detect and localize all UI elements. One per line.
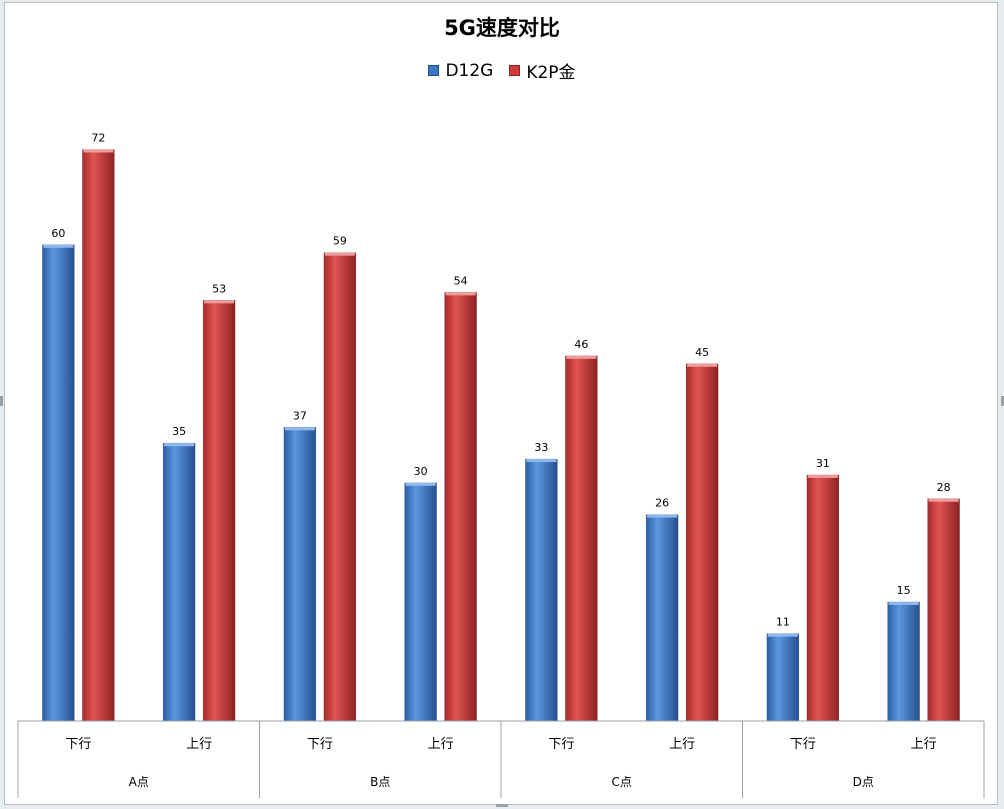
data-label-k2p-6: 31	[816, 457, 830, 470]
bar-k2p-5	[685, 363, 719, 722]
tick-label-group-2: C点	[612, 775, 632, 789]
tick-label-sub-1: 上行	[186, 737, 212, 752]
bar-d12g-1	[162, 442, 196, 722]
bar-k2p-0	[82, 149, 115, 722]
data-label-d12g-6: 11	[776, 616, 790, 629]
left-resize-handle[interactable]	[0, 396, 3, 406]
legend: D12G K2P金	[0, 58, 1004, 83]
bar-top-d12g-7	[888, 601, 919, 605]
bar-top-k2p-1	[204, 300, 235, 304]
bar-top-k2p-0	[83, 149, 114, 153]
bar-top-k2p-7	[928, 498, 959, 502]
tick-label-group-0: A点	[129, 775, 149, 789]
bar-top-d12g-1	[164, 443, 195, 447]
tick-label-sub-0: 下行	[65, 737, 91, 752]
tick-label-group-3: D点	[853, 775, 874, 789]
tick-label-sub-3: 上行	[428, 737, 454, 752]
bar-d12g-5	[645, 514, 679, 722]
tick-label-sub-6: 下行	[790, 737, 816, 752]
tick-label-group-1: B点	[370, 775, 390, 789]
tick-label-sub-4: 下行	[548, 737, 574, 752]
data-label-d12g-5: 26	[655, 497, 669, 510]
legend-label-d12g: D12G	[445, 60, 494, 81]
data-label-d12g-3: 30	[414, 465, 428, 478]
bar-k2p-2	[323, 252, 357, 722]
data-label-d12g-0: 60	[51, 227, 65, 240]
bar-k2p-7	[927, 498, 960, 722]
data-label-d12g-7: 15	[897, 584, 911, 597]
right-resize-handle[interactable]	[1001, 396, 1004, 406]
data-label-k2p-5: 45	[695, 346, 709, 359]
bar-top-d12g-0	[43, 244, 74, 248]
bar-top-d12g-4	[526, 459, 557, 463]
bar-top-d12g-6	[767, 633, 798, 637]
bar-d12g-4	[525, 458, 558, 722]
bar-top-k2p-6	[807, 474, 838, 478]
bar-top-k2p-3	[445, 292, 476, 296]
bar-k2p-1	[202, 300, 236, 722]
data-label-d12g-1: 35	[172, 425, 186, 438]
bar-top-d12g-5	[647, 514, 678, 518]
data-label-k2p-3: 54	[454, 274, 468, 287]
bar-k2p-3	[444, 292, 477, 722]
bar-top-d12g-3	[405, 482, 436, 486]
bar-d12g-3	[404, 482, 437, 722]
data-label-k2p-1: 53	[212, 282, 226, 295]
chart-title: 5G速度对比	[444, 16, 560, 40]
bar-top-k2p-5	[687, 363, 718, 367]
bar-d12g-7	[887, 601, 920, 722]
bar-d12g-0	[42, 244, 75, 722]
data-label-d12g-4: 33	[534, 441, 548, 454]
data-label-k2p-7: 28	[937, 481, 951, 494]
bar-top-k2p-4	[566, 355, 597, 359]
legend-item-k2p: K2P金	[509, 58, 576, 83]
bar-d12g-2	[283, 427, 317, 722]
data-label-k2p-4: 46	[574, 338, 588, 351]
legend-item-d12g: D12G	[428, 58, 493, 83]
bar-k2p-6	[806, 474, 840, 722]
bar-top-k2p-2	[324, 252, 355, 256]
tick-label-sub-5: 上行	[669, 737, 695, 752]
bottom-resize-handle[interactable]	[496, 804, 508, 807]
legend-swatch-k2p	[509, 65, 521, 76]
legend-swatch-d12g	[428, 65, 440, 76]
tick-label-sub-2: 下行	[307, 737, 333, 752]
tick-label-sub-7: 上行	[911, 737, 937, 752]
legend-label-k2p: K2P金	[526, 63, 576, 83]
bar-d12g-6	[766, 633, 800, 722]
data-label-k2p-0: 72	[91, 132, 105, 145]
data-label-d12g-2: 37	[293, 409, 307, 422]
bar-k2p-4	[565, 355, 598, 722]
data-label-k2p-2: 59	[333, 235, 347, 248]
bar-top-d12g-2	[284, 427, 315, 431]
